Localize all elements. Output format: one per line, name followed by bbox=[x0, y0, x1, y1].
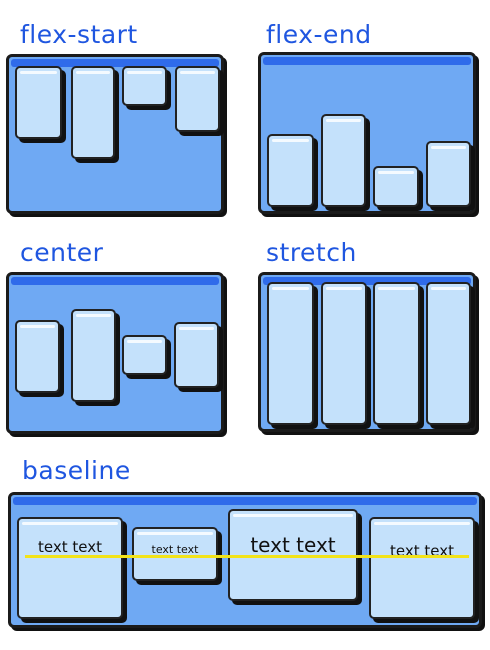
flex-end-item-2 bbox=[321, 114, 366, 207]
flex-end-item-1 bbox=[267, 134, 314, 207]
flex-start-item-3 bbox=[122, 66, 167, 106]
baseline-item-1: text text bbox=[17, 517, 123, 619]
stretch-item-3 bbox=[373, 282, 420, 425]
stretch-item-2 bbox=[321, 282, 367, 425]
flex-end-container bbox=[258, 52, 476, 214]
baseline-item-1-text: text text bbox=[38, 538, 102, 556]
flex-end-item-3 bbox=[373, 166, 419, 207]
flex-start-item-1 bbox=[15, 66, 62, 139]
center-title: center bbox=[20, 238, 104, 267]
baseline-alignment-line bbox=[25, 555, 469, 558]
center-item-2 bbox=[71, 309, 116, 402]
baseline-item-2: text text bbox=[132, 527, 218, 581]
center-item-3 bbox=[122, 335, 167, 375]
flex-end-title: flex-end bbox=[266, 20, 372, 49]
flex-start-item-2 bbox=[71, 66, 115, 159]
stretch-item-1 bbox=[267, 282, 314, 425]
flex-end-item-4 bbox=[426, 141, 471, 207]
center-item-4 bbox=[174, 322, 219, 388]
center-item-1 bbox=[15, 320, 60, 393]
flex-start-item-4 bbox=[175, 66, 220, 132]
flex-start-title: flex-start bbox=[20, 20, 138, 49]
flex-start-container bbox=[6, 54, 224, 214]
stretch-title: stretch bbox=[266, 238, 357, 267]
baseline-title: baseline bbox=[22, 456, 131, 485]
stretch-container bbox=[258, 272, 476, 432]
baseline-container: text text text text text text text text bbox=[8, 492, 482, 628]
center-container bbox=[6, 272, 224, 434]
baseline-item-2-text: text text bbox=[151, 543, 199, 556]
baseline-item-3-text: text text bbox=[250, 533, 336, 557]
stretch-item-4 bbox=[426, 282, 471, 425]
baseline-item-4: text text bbox=[369, 517, 475, 619]
